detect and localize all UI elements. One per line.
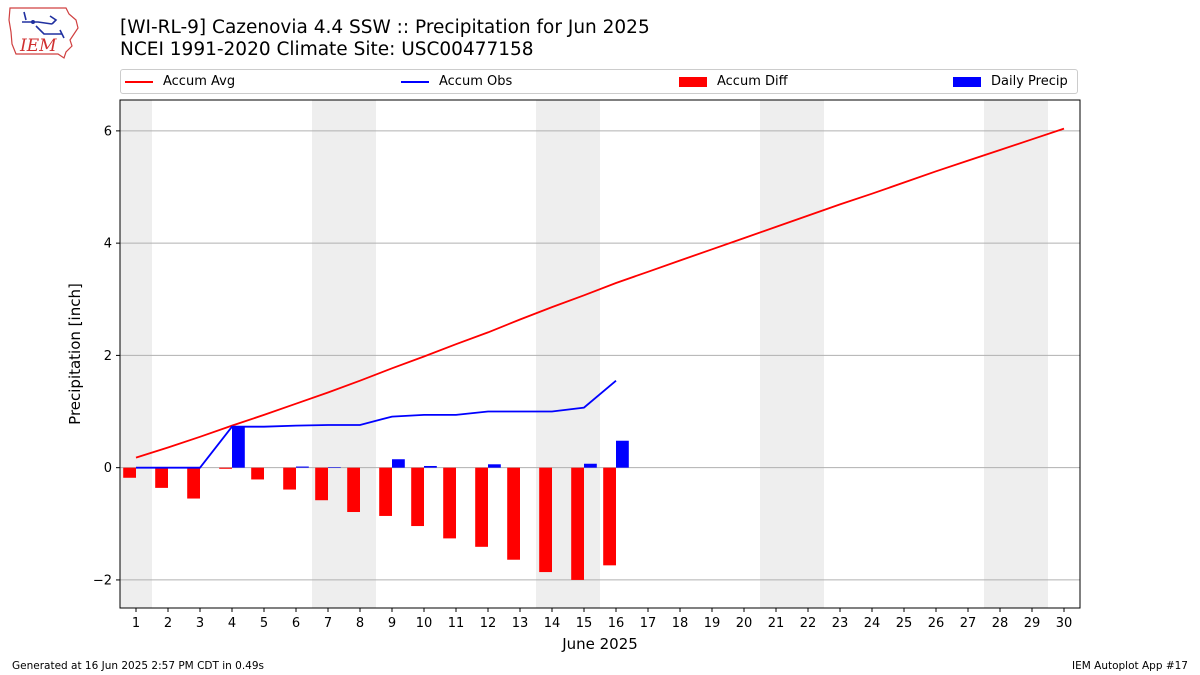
x-tick-label: 25 bbox=[896, 616, 913, 631]
daily-precip-bar bbox=[616, 440, 629, 468]
x-tick-label: 15 bbox=[576, 616, 593, 631]
accum-diff-bar bbox=[571, 467, 584, 580]
x-tick-label: 30 bbox=[1056, 616, 1073, 631]
accum-diff-bar bbox=[539, 467, 552, 573]
x-tick-label: 29 bbox=[1024, 616, 1041, 631]
x-tick-label: 2 bbox=[164, 616, 172, 631]
weekend-shade bbox=[312, 100, 376, 608]
legend-label: Accum Obs bbox=[439, 74, 513, 89]
accum-avg-line bbox=[135, 127, 1065, 459]
accum-diff-bar bbox=[251, 467, 264, 480]
x-tick-label: 26 bbox=[928, 616, 945, 631]
legend-label: Accum Avg bbox=[163, 74, 236, 89]
x-tick-label: 28 bbox=[992, 616, 1009, 631]
x-tick-label: 14 bbox=[544, 616, 561, 631]
y-tick-label: 2 bbox=[104, 349, 112, 364]
y-tick-label: 4 bbox=[104, 237, 112, 252]
x-tick-label: 13 bbox=[512, 616, 529, 631]
legend-label: Daily Precip bbox=[991, 74, 1068, 89]
x-tick-label: 27 bbox=[960, 616, 977, 631]
x-tick-label: 8 bbox=[356, 616, 364, 631]
autoplot-app-label: IEM Autoplot App #17 bbox=[1072, 660, 1188, 672]
x-tick-label: 4 bbox=[228, 616, 236, 631]
weekend-shade bbox=[120, 100, 152, 608]
daily-precip-bar bbox=[424, 465, 437, 468]
x-tick-label: 9 bbox=[388, 616, 396, 631]
generated-timestamp: Generated at 16 Jun 2025 2:57 PM CDT in … bbox=[12, 660, 265, 672]
x-tick-label: 7 bbox=[324, 616, 332, 631]
x-tick-label: 21 bbox=[768, 616, 785, 631]
x-tick-label: 23 bbox=[832, 616, 849, 631]
legend-swatch-accum-obs bbox=[401, 80, 429, 83]
x-tick-label: 22 bbox=[800, 616, 817, 631]
daily-precip-bar bbox=[296, 466, 309, 468]
logo-text: IEM bbox=[19, 36, 57, 56]
legend-swatch-accum-diff bbox=[679, 76, 707, 87]
chart-legend: Accum Avg Accum Obs Accum Diff Daily Pre… bbox=[120, 69, 1078, 94]
legend-item-accum-obs: Accum Obs bbox=[401, 74, 512, 89]
daily-precip-bar bbox=[328, 467, 341, 468]
y-tick-label: −2 bbox=[93, 573, 112, 588]
y-tick-label: 0 bbox=[104, 461, 112, 476]
daily-precip-bar bbox=[584, 463, 597, 468]
x-tick-label: 16 bbox=[608, 616, 625, 631]
accum-diff-bar bbox=[475, 467, 488, 547]
weekend-shade bbox=[760, 100, 824, 608]
legend-label: Accum Diff bbox=[717, 74, 788, 89]
x-tick-label: 5 bbox=[260, 616, 268, 631]
accum-diff-bar bbox=[603, 467, 616, 566]
accum-diff-bar bbox=[155, 467, 168, 488]
x-tick-label: 3 bbox=[196, 616, 204, 631]
x-axis-label: June 2025 bbox=[561, 635, 638, 653]
x-tick-label: 6 bbox=[292, 616, 300, 631]
iowa-outline-icon bbox=[8, 7, 79, 59]
daily-precip-bar bbox=[392, 459, 405, 468]
x-tick-label: 1 bbox=[132, 616, 140, 631]
accum-diff-bar bbox=[411, 467, 424, 527]
weekend-shade bbox=[984, 100, 1048, 608]
x-tick-label: 11 bbox=[448, 616, 465, 631]
x-tick-label: 19 bbox=[704, 616, 721, 631]
x-tick-label: 20 bbox=[736, 616, 753, 631]
daily-precip-bar bbox=[232, 426, 245, 468]
accum-diff-bar bbox=[507, 467, 520, 560]
accum-obs-line bbox=[136, 380, 617, 469]
x-tick-label: 17 bbox=[640, 616, 657, 631]
accum-diff-bar bbox=[315, 467, 328, 501]
accum-diff-bar bbox=[443, 467, 456, 539]
legend-swatch-accum-avg bbox=[125, 80, 153, 83]
accum-diff-bar bbox=[283, 467, 296, 490]
chart-subtitle: NCEI 1991-2020 Climate Site: USC00477158 bbox=[120, 39, 534, 60]
daily-precip-bar bbox=[488, 464, 501, 468]
legend-item-accum-avg: Accum Avg bbox=[125, 74, 235, 89]
x-tick-label: 12 bbox=[480, 616, 497, 631]
weather-station-icon bbox=[22, 11, 65, 39]
x-tick-label: 10 bbox=[416, 616, 433, 631]
x-tick-label: 18 bbox=[672, 616, 689, 631]
y-axis-label: Precipitation [inch] bbox=[66, 283, 84, 425]
y-tick-label: 6 bbox=[104, 124, 112, 139]
accum-diff-bar bbox=[347, 467, 360, 513]
legend-item-daily-precip: Daily Precip bbox=[953, 74, 1068, 89]
accum-diff-bar bbox=[187, 467, 200, 499]
iem-logo: IEM bbox=[8, 7, 79, 59]
accum-diff-bar bbox=[219, 467, 232, 469]
x-tick-label: 24 bbox=[864, 616, 881, 631]
legend-swatch-daily-precip bbox=[953, 76, 981, 87]
plot-frame bbox=[119, 99, 1081, 609]
accum-diff-bar bbox=[379, 467, 392, 516]
chart-title: [WI-RL-9] Cazenovia 4.4 SSW :: Precipita… bbox=[120, 17, 650, 38]
legend-item-accum-diff: Accum Diff bbox=[679, 74, 788, 89]
accum-diff-bar bbox=[123, 467, 136, 478]
